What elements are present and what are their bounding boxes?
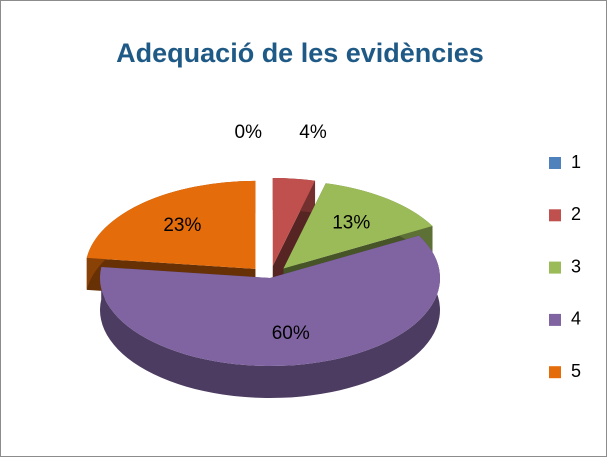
slice-tops [86,177,440,366]
legend-label: 3 [571,256,581,276]
data-label: 4% [299,122,327,143]
slice [100,235,440,366]
legend-swatch [549,366,561,379]
data-label: 60% [272,323,310,344]
slice [272,177,316,266]
chart-title: Adequació de les evidències [116,38,484,68]
legend-swatch [549,209,561,222]
legend-swatch [549,157,561,169]
slice [283,183,433,269]
data-label: 0% [235,122,263,143]
legend-swatch [549,313,561,326]
data-label: 23% [163,215,201,236]
slice-rim [100,235,441,399]
legend-label: 1 [571,152,581,172]
slice [86,180,256,269]
legend-label: 5 [571,361,581,381]
legend-label: 4 [571,309,581,329]
legend-label: 2 [571,204,581,224]
legend-swatch [549,261,561,274]
data-label: 13% [332,212,370,233]
